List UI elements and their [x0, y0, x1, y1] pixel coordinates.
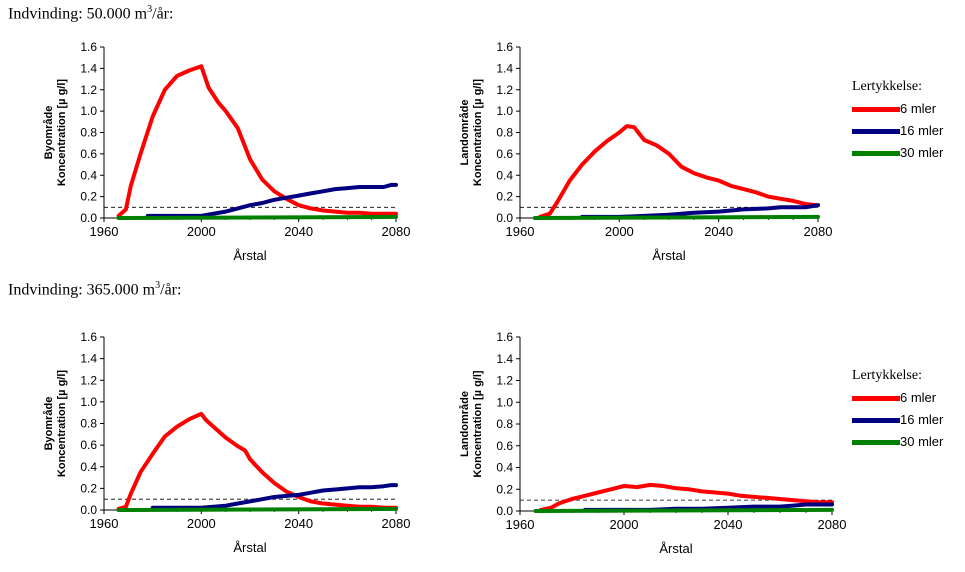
y-tick-label: 1.4 — [496, 352, 513, 366]
series-line-30-mler — [533, 507, 834, 513]
y-tick-label: 0.6 — [80, 147, 97, 161]
legend-item-16m: 16 mler — [852, 121, 943, 143]
x-axis-label: Årstal — [652, 248, 685, 263]
legend-swatch-30m — [852, 440, 900, 445]
x-axis-label: Årstal — [233, 540, 266, 555]
y-tick-label: 1.6 — [496, 330, 513, 344]
x-tick-label: 1960 — [90, 516, 119, 531]
y-axis-label-area: Byområde — [43, 397, 55, 451]
legend-item-16m: 16 mler — [852, 410, 943, 432]
y-tick-label: 1.2 — [80, 83, 97, 97]
section-title-low-extraction: Indvinding: 50.000 m3/år: — [8, 4, 174, 23]
x-tick-label: 1960 — [506, 517, 535, 532]
series-line-6-mler — [116, 64, 398, 218]
x-tick-label: 2000 — [187, 516, 216, 531]
y-tick-label: 1.6 — [496, 40, 513, 54]
legend-swatch-6m — [852, 396, 900, 401]
series-line-30-mler — [532, 214, 820, 220]
y-tick-label: 1.0 — [496, 104, 513, 118]
y-tick-label: 0.6 — [496, 439, 513, 453]
y-tick-label: 0.8 — [80, 126, 97, 140]
y-tick-label: 0.6 — [80, 438, 97, 452]
y-tick-label: 0.2 — [80, 190, 97, 204]
y-tick-label: 0.2 — [496, 190, 513, 204]
legend-bottom: Lertykkelse: 6 mler 16 mler 30 mler — [852, 368, 943, 454]
y-tick-label: 0.0 — [496, 504, 513, 518]
x-tick-label: 1960 — [90, 224, 119, 239]
chart-bottom-right: 0.0 0.2 0.4 0.6 0.8 1.0 1.2 1.4 1.6 1960 2000 2040 2… — [459, 330, 846, 556]
legend-item-6m: 6 mler — [852, 388, 936, 410]
y-tick-label: 1.2 — [496, 374, 513, 388]
legend-item-30m: 30 mler — [852, 143, 943, 165]
x-tick-label: 2080 — [804, 224, 833, 239]
y-tick-label: 1.6 — [80, 40, 97, 54]
legend-item-6m: 6 mler — [852, 99, 936, 121]
y-axis-label-concentration: Koncentration [µ g/l] — [56, 79, 68, 187]
x-axis-label: Årstal — [659, 541, 692, 556]
y-tick-label: 0.6 — [496, 147, 513, 161]
x-tick-label: 2000 — [610, 517, 639, 532]
y-axis-label-area: Landområde — [459, 99, 471, 165]
x-tick-label: 2000 — [605, 224, 634, 239]
legend-top: Lertykkelse: 6 mler 16 mler 30 mler — [852, 79, 943, 165]
series-line-16-mler — [145, 182, 398, 218]
y-tick-label: 0.0 — [80, 503, 97, 517]
y-tick-label: 0.4 — [496, 461, 513, 475]
y-tick-label: 0.0 — [496, 211, 513, 225]
legend-title: Lertykkelse: — [852, 79, 922, 94]
x-tick-label: 2040 — [284, 516, 313, 531]
section-title-high-extraction: Indvinding: 365.000 m3/år: — [8, 280, 182, 299]
x-tick-label: 2080 — [382, 224, 411, 239]
x-axis-label: Årstal — [233, 248, 266, 263]
y-tick-label: 0.4 — [80, 460, 97, 474]
series-line-6-mler — [538, 482, 834, 512]
y-tick-label: 0.4 — [496, 168, 513, 182]
legend-title: Lertykkelse: — [852, 368, 922, 383]
y-tick-label: 1.0 — [80, 104, 97, 118]
series-line-6-mler — [116, 411, 398, 511]
x-tick-label: 2040 — [284, 224, 313, 239]
y-tick-label: 1.0 — [80, 395, 97, 409]
y-axis-label-area: Byområde — [43, 106, 55, 160]
series-line-30-mler — [116, 506, 398, 512]
y-tick-label: 1.4 — [80, 352, 97, 366]
x-tick-label: 1960 — [506, 224, 535, 239]
y-tick-label: 1.2 — [496, 83, 513, 97]
legend-swatch-16m — [852, 129, 900, 134]
x-tick-label: 2080 — [382, 516, 411, 531]
x-tick-label: 2080 — [818, 517, 847, 532]
y-tick-label: 1.4 — [80, 61, 97, 75]
x-tick-label: 2000 — [187, 224, 216, 239]
y-tick-label: 0.8 — [496, 126, 513, 140]
y-axis-label-concentration: Koncentration [µ g/l] — [56, 370, 68, 478]
y-tick-label: 1.6 — [80, 330, 97, 344]
series-line-30-mler — [116, 214, 398, 220]
chart-top-left: 0.0 0.2 0.4 0.6 0.8 1.0 1.2 1.4 1.6 1960 2000 2040 2… — [43, 40, 410, 263]
y-axis-label-concentration: Koncentration [µ g/l] — [472, 370, 484, 478]
y-tick-label: 1.0 — [496, 395, 513, 409]
chart-top-right: 0.0 0.2 0.4 0.6 0.8 1.0 1.2 1.4 1.6 1960 2000 2040 2… — [459, 40, 832, 263]
y-tick-label: 0.0 — [80, 211, 97, 225]
y-axis-label-concentration: Koncentration [µ g/l] — [472, 79, 484, 187]
legend-swatch-6m — [852, 107, 900, 112]
y-tick-label: 1.4 — [496, 61, 513, 75]
legend-swatch-30m — [852, 151, 900, 156]
y-tick-label: 0.2 — [80, 481, 97, 495]
y-axis-label-area: Landområde — [459, 391, 471, 457]
chart-bottom-left: 0.0 0.2 0.4 0.6 0.8 1.0 1.2 1.4 1.6 1960 2000 2040 2… — [43, 330, 410, 555]
y-tick-label: 1.2 — [80, 373, 97, 387]
series-line-16-mler — [150, 483, 398, 510]
series-line-6-mler — [537, 124, 820, 219]
legend-swatch-16m — [852, 418, 900, 423]
y-tick-label: 0.2 — [496, 482, 513, 496]
legend-item-30m: 30 mler — [852, 432, 943, 454]
y-tick-label: 0.4 — [80, 168, 97, 182]
x-tick-label: 2040 — [704, 224, 733, 239]
y-tick-label: 0.8 — [496, 417, 513, 431]
y-tick-label: 0.8 — [80, 417, 97, 431]
x-tick-label: 2040 — [714, 517, 743, 532]
